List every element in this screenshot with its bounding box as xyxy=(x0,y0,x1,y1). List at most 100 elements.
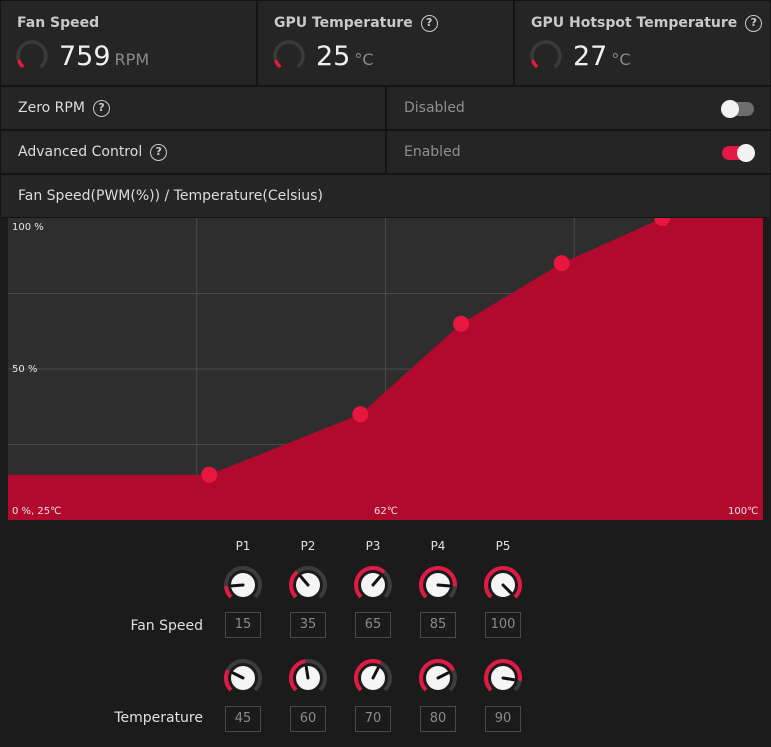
gpu-temperature-unit: °C xyxy=(354,50,374,69)
advanced-control-toggle[interactable] xyxy=(722,144,755,162)
zero-rpm-label: Zero RPM xyxy=(18,100,85,116)
knob-fill xyxy=(419,566,457,599)
temperature-input-p1[interactable]: 45 xyxy=(225,706,261,732)
fan-speed-gauge-icon xyxy=(16,40,48,68)
toggle-knob xyxy=(737,144,755,162)
gpu-temperature-value: 25 xyxy=(316,41,351,72)
fan-speed-input-p4[interactable]: 85 xyxy=(420,612,456,638)
knob-pointer xyxy=(436,671,450,680)
curve-point-p3[interactable] xyxy=(453,315,469,332)
fan-speed-input-p1[interactable]: 15 xyxy=(225,612,261,638)
fan-curve-chart[interactable]: 100 % 50 % 0 %, 25℃ 62℃ 100℃ xyxy=(8,218,763,520)
fan-speed-value-wrap: 759 RPM xyxy=(59,41,149,72)
knob-fill xyxy=(289,570,299,599)
knob-pointer xyxy=(230,583,245,588)
zero-rpm-row: Zero RPM? xyxy=(0,86,386,130)
fan-speed-value: 759 xyxy=(59,41,111,72)
chart-title: Fan Speed(PWM(%)) / Temperature(Celsius) xyxy=(18,188,323,204)
gpu-hotspot-value: 27 xyxy=(573,41,608,72)
knob-fill xyxy=(484,659,522,692)
knob-fill xyxy=(289,659,306,692)
knob-pointer xyxy=(501,583,513,595)
fan-speed-knob-p3[interactable] xyxy=(353,565,393,605)
temperature-row-label: Temperature xyxy=(114,710,203,726)
knob-fill xyxy=(224,586,233,599)
x-axis-max-label: 100℃ xyxy=(728,506,759,517)
zero-rpm-state: Disabled xyxy=(404,100,465,116)
gauge-track xyxy=(273,40,305,68)
curve-point-p2[interactable] xyxy=(352,406,369,423)
temperature-knob-p2[interactable] xyxy=(288,658,328,698)
knob-fill xyxy=(354,566,386,599)
fan-speed-input-p3[interactable]: 65 xyxy=(355,612,391,638)
curve-point-p4[interactable] xyxy=(553,255,570,272)
help-icon[interactable]: ? xyxy=(150,144,168,161)
knob-fill xyxy=(224,669,233,692)
gauge-fill xyxy=(17,59,24,68)
y-axis-mid-label: 50 % xyxy=(12,364,38,375)
temperature-knob-p4[interactable] xyxy=(418,658,458,698)
help-icon[interactable]: ? xyxy=(420,15,438,32)
gpu-temperature-card: GPU Temperature? 25 °C xyxy=(257,0,514,86)
fan-curve-area xyxy=(8,218,763,520)
knob-pointer xyxy=(371,575,382,587)
fan-speed-input-p5[interactable]: 100 xyxy=(485,612,521,638)
knob-pointer xyxy=(501,676,516,682)
advanced-control-state: Enabled xyxy=(404,144,461,160)
fan-speed-knob-p4[interactable] xyxy=(418,565,458,605)
zero-rpm-label-wrap: Zero RPM? xyxy=(18,100,110,117)
column-header-p2: P2 xyxy=(300,539,316,553)
fan-speed-unit: RPM xyxy=(114,50,150,69)
help-icon[interactable]: ? xyxy=(92,100,110,117)
fan-curve-svg[interactable] xyxy=(8,218,763,520)
y-axis-max-label: 100 % xyxy=(12,222,44,233)
fan-speed-title: Fan Speed xyxy=(17,15,100,31)
column-header-p1: P1 xyxy=(235,539,251,553)
curve-point-p1[interactable] xyxy=(201,466,218,483)
gpu-temperature-title-wrap: GPU Temperature? xyxy=(274,15,438,32)
gauge-track xyxy=(16,40,48,68)
gauge-fill xyxy=(531,59,538,68)
knob-fill xyxy=(419,659,455,692)
chart-header: Fan Speed(PWM(%)) / Temperature(Celsius) xyxy=(0,174,771,218)
fan-speed-knob-p5[interactable] xyxy=(483,565,523,605)
gpu-hotspot-gauge-icon xyxy=(530,40,562,68)
fan-speed-row-label: Fan Speed xyxy=(130,618,203,634)
zero-rpm-toggle[interactable] xyxy=(721,100,754,118)
toggle-knob xyxy=(721,100,739,118)
fan-speed-card: Fan Speed 759 RPM xyxy=(0,0,257,86)
temperature-knob-p5[interactable] xyxy=(483,658,523,698)
curve-point-p5[interactable] xyxy=(654,218,671,226)
knob-pointer xyxy=(436,583,451,588)
advanced-control-label-wrap: Advanced Control? xyxy=(18,144,168,161)
knob-fill xyxy=(484,566,522,599)
column-header-p4: P4 xyxy=(430,539,446,553)
temperature-input-p2[interactable]: 60 xyxy=(290,706,326,732)
fan-speed-knob-p1[interactable] xyxy=(223,565,263,605)
x-axis-mid-label: 62℃ xyxy=(374,506,398,517)
fan-speed-input-p2[interactable]: 35 xyxy=(290,612,326,638)
advanced-control-state-cell: Enabled xyxy=(386,130,771,174)
advanced-control-row: Advanced Control? xyxy=(0,130,386,174)
gpu-hotspot-unit: °C xyxy=(611,50,631,69)
temperature-knob-p1[interactable] xyxy=(223,658,263,698)
knob-pointer xyxy=(371,666,380,680)
gpu-hotspot-value-wrap: 27 °C xyxy=(573,41,631,72)
help-icon[interactable]: ? xyxy=(745,15,763,32)
gpu-hotspot-card: GPU Hotspot Temperature? 27 °C xyxy=(514,0,771,86)
gauge-fill xyxy=(274,59,281,68)
column-header-p3: P3 xyxy=(365,539,381,553)
knob-pointer xyxy=(304,665,310,680)
origin-label: 0 %, 25℃ xyxy=(12,506,62,517)
knob-fill xyxy=(354,659,382,692)
knob-pointer xyxy=(231,671,245,680)
temperature-input-p4[interactable]: 80 xyxy=(420,706,456,732)
temperature-input-p5[interactable]: 90 xyxy=(485,706,521,732)
column-header-p5: P5 xyxy=(495,539,511,553)
temperature-input-p3[interactable]: 70 xyxy=(355,706,391,732)
gauge-track xyxy=(530,40,562,68)
gpu-temperature-value-wrap: 25 °C xyxy=(316,41,374,72)
temperature-knob-p3[interactable] xyxy=(353,658,393,698)
gpu-hotspot-title-wrap: GPU Hotspot Temperature? xyxy=(531,15,763,32)
fan-speed-knob-p2[interactable] xyxy=(288,565,328,605)
